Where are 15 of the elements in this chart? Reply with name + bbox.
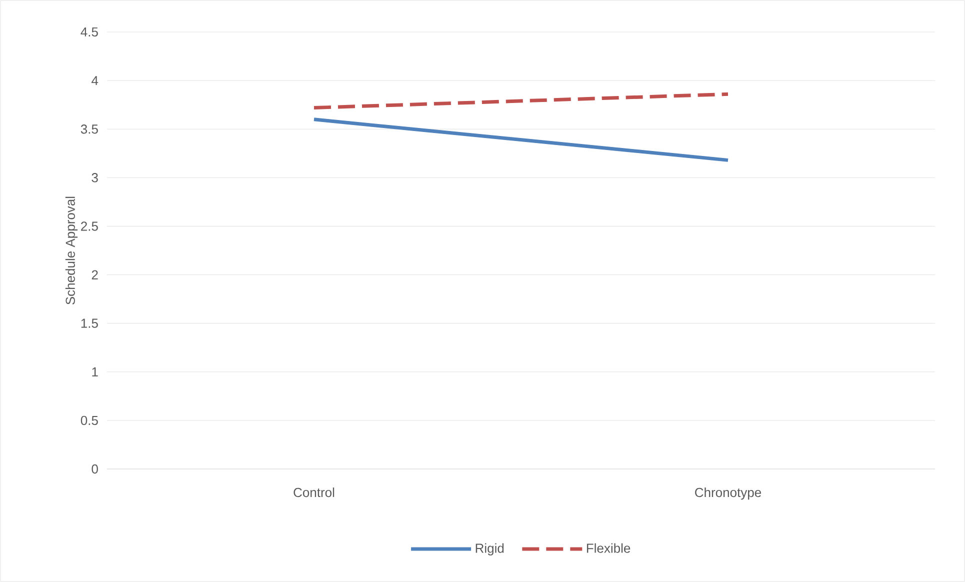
y-tick-label: 2 [92, 270, 98, 280]
legend-label: Rigid [476, 543, 504, 556]
x-tick-label: Chronotype [695, 488, 762, 500]
y-tick-label: 3.5 [80, 124, 98, 134]
y-tick-label: 3 [92, 173, 98, 182]
x-tick-label: Control [294, 488, 334, 498]
legend-label: Flexible [586, 543, 630, 553]
y-tick-label: 1.5 [81, 318, 98, 328]
y-tick-label: 2.5 [81, 222, 98, 231]
y-tick-label: 4 [92, 76, 98, 86]
y-axis-title: Schedule Approval [65, 196, 78, 304]
y-tick-label: 0.5 [80, 416, 98, 426]
y-tick-label: 0 [92, 464, 98, 474]
y-tick-label: 1 [92, 367, 98, 376]
y-tick-label: 4.5 [80, 27, 98, 37]
